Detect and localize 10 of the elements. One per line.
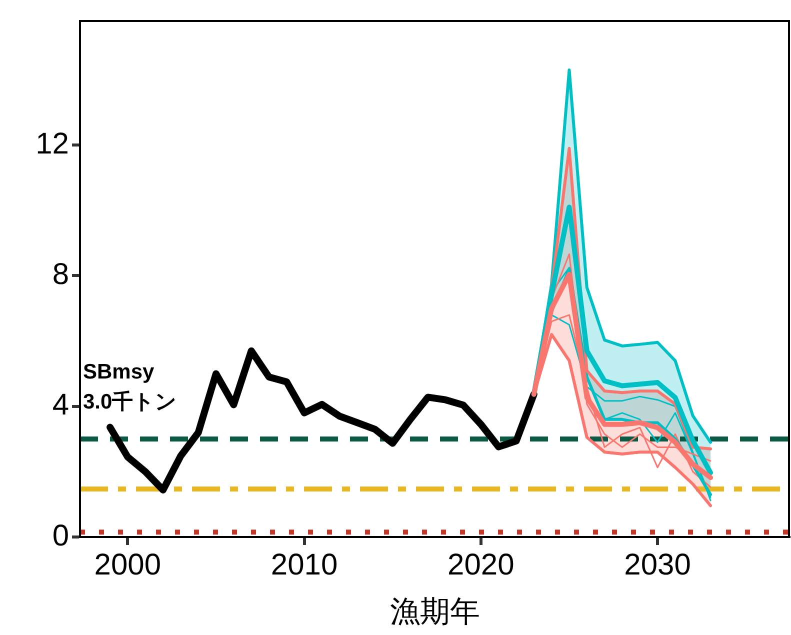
y-tick-label: 12 xyxy=(36,127,69,160)
y-tick-label: 8 xyxy=(52,258,69,291)
x-tick-label: 2030 xyxy=(624,548,691,582)
y-tick-label: 0 xyxy=(52,519,69,552)
x-tick-label: 2020 xyxy=(448,548,514,582)
x-axis-title: 漁期年 xyxy=(390,595,480,628)
y-tick-label: 4 xyxy=(52,388,69,422)
ref-line-label: SBmsy 3.0千トン xyxy=(83,360,178,414)
x-tick-label: 2000 xyxy=(94,548,162,582)
x-tick-label: 2010 xyxy=(270,548,338,582)
